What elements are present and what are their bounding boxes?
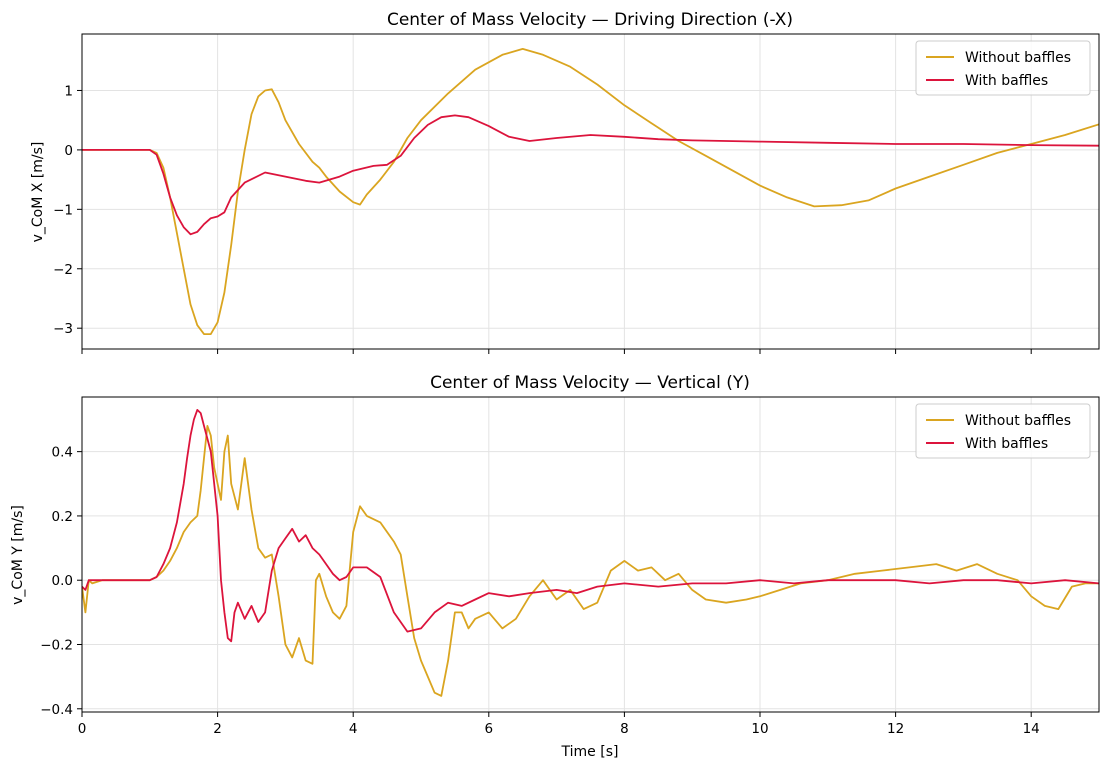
top-subplot: Center of Mass Velocity — Driving Direct…	[30, 10, 1100, 354]
x-tick-label: 0	[78, 721, 87, 737]
y-tick-label: 0.4	[52, 445, 73, 461]
series-line-without-baffles	[82, 424, 1099, 697]
top-y-axis-label: v_CoM X [m/s]	[30, 142, 46, 243]
legend-box	[915, 40, 1091, 96]
y-tick-label: −3	[53, 321, 73, 337]
top-ticks: −3 −2 −1 0 1	[53, 83, 1032, 354]
axes-frame	[81, 33, 1100, 350]
x-tick-label: 14	[1023, 721, 1040, 737]
bottom-grid	[81, 397, 1099, 712]
axes-frame	[81, 396, 1100, 713]
y-tick-label: −1	[53, 202, 73, 218]
bottom-y-axis-label: v_CoM Y [m/s]	[10, 505, 26, 605]
y-tick-label: 0.0	[52, 573, 73, 589]
bottom-legend: Without baffles With baffles	[915, 403, 1091, 459]
series-line-with-baffles	[82, 408, 1099, 643]
y-tick-label: −0.2	[40, 638, 73, 654]
legend-label: Without baffles	[965, 50, 1071, 66]
top-chart-title: Center of Mass Velocity — Driving Direct…	[387, 10, 793, 30]
top-plot-area	[81, 33, 1100, 350]
y-tick-label: 0	[64, 143, 73, 159]
bottom-subplot: Center of Mass Velocity — Vertical (Y) v…	[10, 373, 1100, 760]
x-tick-label: 10	[751, 721, 768, 737]
legend-label: With baffles	[965, 436, 1048, 452]
y-tick-label: 0.2	[52, 509, 73, 525]
top-legend: Without baffles With baffles	[915, 40, 1091, 96]
x-tick-label: 2	[213, 721, 222, 737]
x-tick-label: 4	[349, 721, 358, 737]
y-tick-label: 1	[64, 83, 73, 99]
bottom-chart-title: Center of Mass Velocity — Vertical (Y)	[430, 373, 750, 393]
x-tick-label: 6	[485, 721, 494, 737]
y-tick-label: −2	[53, 262, 73, 278]
legend-label: Without baffles	[965, 413, 1071, 429]
legend-label: With baffles	[965, 73, 1048, 89]
x-tick-label: 12	[887, 721, 904, 737]
legend-box	[915, 403, 1091, 459]
bottom-plot-area	[81, 396, 1100, 713]
y-tick-label: −0.4	[40, 702, 73, 718]
series-line-without-baffles	[82, 48, 1099, 336]
x-axis-label: Time [s]	[561, 744, 619, 760]
x-tick-label: 8	[620, 721, 629, 737]
bottom-ticks: 0 2 4 6 8 10 12 14 −0.4 −0.2 0.0 0.2 0.4	[40, 445, 1040, 737]
series-line-with-baffles	[82, 114, 1099, 236]
